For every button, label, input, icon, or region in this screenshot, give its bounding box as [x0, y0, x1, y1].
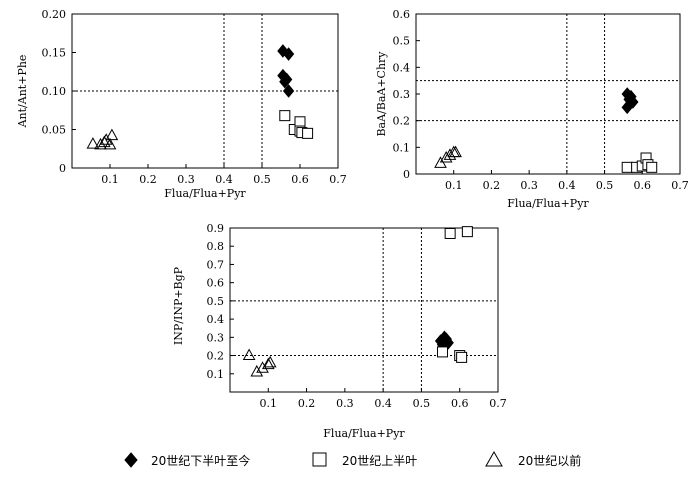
data-point-triangle	[263, 355, 277, 368]
x-axis-label: Flua/Flua+Pyr	[507, 197, 589, 210]
legend-marker-square	[312, 452, 327, 467]
y-tick-label: 0.6	[207, 277, 225, 290]
y-tick-label: 0.05	[42, 124, 67, 137]
x-tick-label: 0.5	[253, 173, 271, 186]
x-tick-label: 0.5	[596, 179, 614, 192]
y-tick-label: 0	[403, 168, 410, 181]
x-tick-label: 0.2	[483, 179, 501, 192]
y-tick-label: 0.2	[393, 115, 411, 128]
data-point-triangle	[250, 364, 264, 377]
x-tick-label: 0.6	[291, 173, 309, 186]
data-point-triangle	[449, 145, 462, 158]
x-tick-label: 0.2	[139, 173, 157, 186]
data-point-diamond	[621, 100, 633, 115]
y-tick-label: 0.1	[393, 141, 411, 154]
y-tick-label: 0.5	[207, 295, 225, 308]
y-tick-label: 0.3	[207, 331, 225, 344]
x-tick-label: 0.4	[374, 397, 392, 410]
data-point-triangle	[97, 135, 111, 148]
data-point-square	[279, 110, 291, 122]
x-tick-label: 0.6	[451, 397, 469, 410]
data-point-square	[461, 226, 473, 238]
plot-panel-ant-ratio: 0.1 0.2 0.3 0.4 0.5 0.6 0.7 0.20 0.15 0.10 0.05 0 Fl…	[16, 8, 347, 200]
data-point-triangle	[105, 128, 119, 141]
y-axis-label: INP/INP+BgP	[172, 266, 185, 345]
legend-label: 20世纪上半叶	[342, 454, 417, 468]
plot-frame	[229, 227, 499, 393]
y-tick-label: 0.1	[207, 368, 225, 381]
y-axis-label: Ant/Ant+Phe	[16, 55, 29, 129]
data-point-square	[444, 227, 456, 239]
y-tick-label: 0.8	[207, 240, 225, 253]
data-point-square	[436, 346, 448, 358]
legend: 20世纪下半叶至今 20世纪上半叶 20世纪以前	[124, 450, 581, 468]
y-tick-label: 0.7	[207, 258, 225, 271]
x-tick-label: 0.4	[558, 179, 576, 192]
x-axis-label: Flua/Flua+Pyr	[323, 427, 405, 440]
data-point-square	[456, 351, 468, 363]
y-tick-label: 0.15	[42, 47, 67, 60]
legend-label: 20世纪下半叶至今	[151, 453, 250, 468]
y-tick-label: 0.9	[207, 222, 225, 235]
x-tick-label: 0.1	[445, 179, 463, 192]
x-tick-label: 0.3	[177, 173, 195, 186]
y-tick-label: 0	[59, 162, 66, 175]
data-point-triangle	[103, 137, 117, 150]
x-tick-label: 0.1	[260, 397, 278, 410]
legend-label: 20世纪以前	[518, 453, 581, 468]
legend-marker-triangle	[485, 450, 503, 467]
data-point-diamond	[282, 84, 295, 98]
y-tick-label: 0.4	[393, 61, 411, 74]
data-point-triangle	[443, 148, 457, 160]
data-point-square	[646, 161, 658, 173]
y-tick-label: 0.10	[42, 85, 67, 98]
y-tick-label: 0.3	[393, 88, 411, 101]
x-tick-label: 0.5	[413, 397, 431, 410]
y-axis-label: BaA/BaA+Chry	[375, 51, 388, 137]
y-tick-label: 0.2	[207, 350, 225, 363]
x-tick-label: 0.7	[329, 173, 347, 186]
x-tick-label: 0.7	[489, 397, 507, 410]
x-tick-label: 0.6	[634, 179, 652, 192]
y-tick-label: 0.4	[207, 313, 225, 326]
x-tick-label: 0.3	[520, 179, 538, 192]
plot-panel-inp-ratio: 0.1 0.2 0.3 0.4 0.5 0.6 0.7 0.9 0.8 0.7 0.6 0.5 0.4 0…	[172, 222, 507, 440]
x-tick-label: 0.7	[671, 179, 689, 192]
x-tick-label: 0.2	[298, 397, 316, 410]
x-tick-label: 0.3	[336, 397, 354, 410]
data-point-diamond	[279, 74, 291, 89]
y-tick-label: 0.6	[393, 8, 411, 21]
y-tick-label: 0.5	[393, 35, 411, 48]
x-axis-label: Flua/Flua+Pyr	[164, 187, 246, 200]
legend-item-pre-20c: 20世纪以前	[485, 450, 581, 468]
x-tick-label: 0.1	[101, 173, 119, 186]
data-point-square	[302, 127, 314, 139]
data-point-square	[294, 116, 306, 128]
y-tick-label: 0.20	[42, 8, 67, 21]
data-point-triangle	[261, 357, 275, 370]
data-point-diamond	[282, 47, 295, 61]
legend-item-early-20c: 20世纪上半叶	[312, 452, 417, 468]
data-point-diamond	[627, 95, 639, 109]
plot-panel-baa-ratio: 0.1 0.2 0.3 0.4 0.5 0.6 0.7 0.6 0.5 0.4 0.3 0.2 0.1 0…	[375, 8, 689, 210]
data-point-triangle	[86, 137, 100, 149]
legend-marker-diamond	[124, 452, 138, 468]
legend-item-recent: 20世纪下半叶至今	[124, 452, 250, 468]
data-point-square	[621, 161, 633, 173]
x-tick-label: 0.4	[215, 173, 233, 186]
data-point-triangle	[242, 348, 256, 361]
